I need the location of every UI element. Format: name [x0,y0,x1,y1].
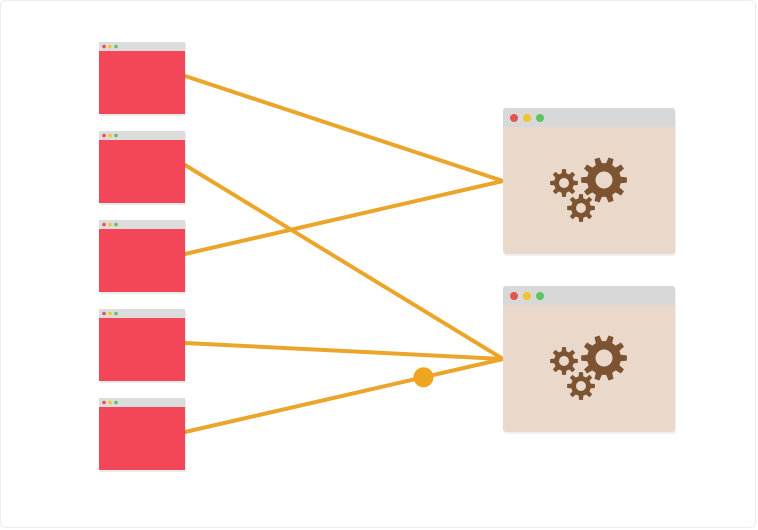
small-gear-icon [550,347,578,375]
client-1-window [99,42,186,116]
browser-window-icon [99,309,185,381]
connection-line-4 [183,341,505,361]
client-4-window [99,309,186,383]
small-gear-icon [567,194,595,222]
large-gear-icon [581,157,627,203]
browser-window-icon [99,131,185,203]
browser-window-icon [99,398,185,470]
client-5-window [99,398,186,472]
connection-line-2 [183,163,505,361]
connection-line-5 [183,357,505,434]
small-gear-icon [567,372,595,400]
gears-icon [550,157,627,222]
nodes-layer [99,42,676,472]
server-2-window [503,286,676,434]
packet-layer [413,367,434,388]
server-1-window [503,108,676,256]
gears-icon [550,335,627,400]
connection-line-3 [183,179,505,256]
browser-window-icon [99,42,185,114]
browser-window-icon [99,220,185,292]
client-3-window [99,220,186,294]
connection-line-1 [183,74,505,183]
client-2-window [99,131,186,205]
small-gear-icon [550,169,578,197]
connections-layer [183,74,505,434]
data-packet-dot [413,367,434,388]
large-gear-icon [581,335,627,381]
